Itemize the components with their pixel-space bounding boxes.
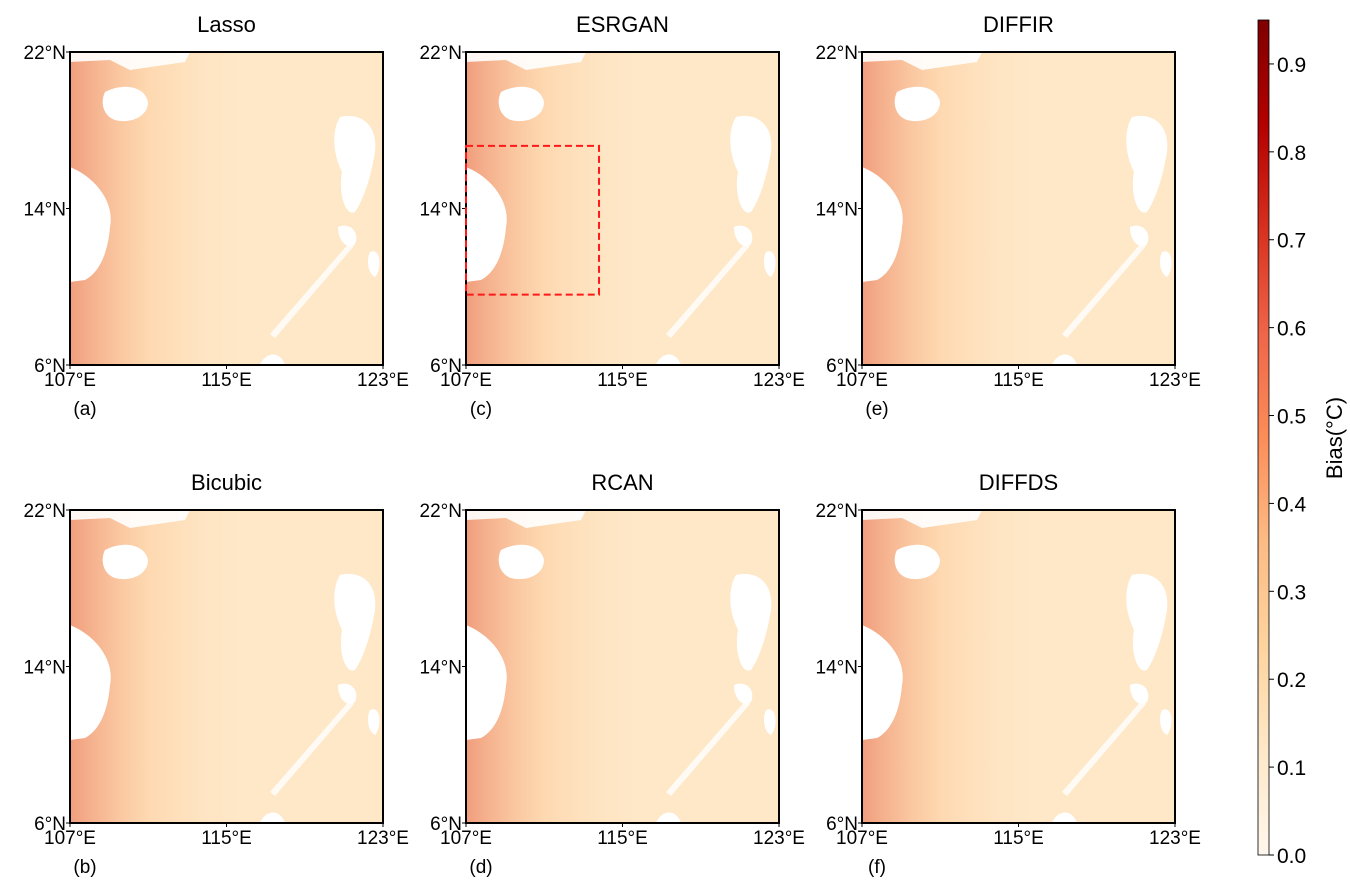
x-tick-label: 123°E (1149, 370, 1201, 391)
colorbar-label: Bias(°C) (1322, 397, 1347, 479)
y-tick-label: 22°N (420, 501, 462, 522)
map-panel: Lasso (a) 107°E 115°E 123°E 6°N 14°N 22°N (24, 12, 409, 420)
x-tick-label: 123°E (357, 828, 409, 849)
x-tick-label: 115°E (993, 370, 1044, 391)
map-panel: DIFFDS (f) 107°E 115°E 123°E 6°N 14°N 22°N (816, 470, 1201, 878)
x-tick-label: 115°E (993, 828, 1044, 849)
x-tick-label: 107°E (44, 828, 96, 849)
y-tick-label: 6°N (34, 814, 66, 835)
panel-label: (d) (469, 857, 492, 878)
panel-label: (f) (868, 857, 886, 878)
x-tick-label: 107°E (836, 828, 888, 849)
colorbar-tick-label: 0.4 (1277, 493, 1307, 516)
y-tick-label: 14°N (420, 200, 462, 221)
y-tick-label: 22°N (24, 501, 66, 522)
map (466, 52, 779, 365)
map-panel: Bicubic (b) 107°E 115°E 123°E 6°N 14°N 22°N (24, 470, 409, 878)
y-tick-label: 14°N (816, 200, 858, 221)
x-tick-label: 115°E (597, 828, 648, 849)
y-tick-label: 14°N (420, 658, 462, 679)
map-panel: ESRGAN (c) 107°E 115°E 123°E 6°N 14°N 22°N (420, 12, 805, 420)
y-tick-label: 14°N (816, 658, 858, 679)
y-tick-label: 6°N (34, 356, 66, 377)
map (862, 510, 1175, 823)
colorbar-tick-label: 0.0 (1277, 845, 1306, 868)
highlight-box (465, 144, 601, 296)
x-tick-label: 107°E (440, 828, 492, 849)
colorbar-tick-label: 0.5 (1277, 406, 1306, 429)
y-tick-label: 6°N (826, 356, 858, 377)
x-tick-label: 123°E (753, 370, 805, 391)
x-tick-label: 107°E (44, 370, 96, 391)
panel-title: RCAN (591, 470, 653, 495)
y-tick-label: 6°N (430, 356, 462, 377)
colorbar-tick-label: 0.2 (1277, 669, 1306, 692)
panel-title: ESRGAN (576, 12, 669, 37)
x-tick-label: 123°E (753, 828, 805, 849)
x-tick-label: 123°E (357, 370, 409, 391)
y-tick-label: 22°N (24, 43, 66, 64)
map (862, 52, 1175, 365)
panel-title: Bicubic (191, 470, 262, 495)
y-tick-label: 6°N (430, 814, 462, 835)
colorbar-tick-label: 0.9 (1277, 54, 1306, 77)
y-tick-label: 22°N (816, 501, 858, 522)
panel-label: (b) (73, 857, 96, 878)
colorbar-tick-label: 0.1 (1277, 757, 1306, 780)
colorbar-tick-label: 0.7 (1277, 230, 1306, 253)
panel-label: (a) (73, 399, 96, 420)
map (70, 510, 383, 823)
map-panel: DIFFIR (e) 107°E 115°E 123°E 6°N 14°N 22°N (816, 12, 1201, 420)
panel-label: (e) (865, 399, 888, 420)
x-tick-label: 107°E (440, 370, 492, 391)
x-tick-label: 115°E (201, 370, 252, 391)
colorbar-tick-label: 0.6 (1277, 318, 1306, 341)
colorbar: 0.0 0.1 0.2 0.3 0.4 0.5 0.6 0.7 0.8 0.9 Bias(°C) (1257, 19, 1347, 868)
colorbar-tick-label: 0.8 (1277, 142, 1306, 165)
panel-label: (c) (470, 399, 492, 420)
map-panel: RCAN (d) 107°E 115°E 123°E 6°N 14°N 22°N (420, 470, 805, 878)
map (466, 510, 779, 823)
panel-title: Lasso (197, 12, 256, 37)
y-tick-label: 14°N (24, 658, 66, 679)
x-tick-label: 107°E (836, 370, 888, 391)
x-tick-label: 115°E (597, 370, 648, 391)
panel-title: DIFFIR (983, 12, 1054, 37)
x-tick-label: 115°E (201, 828, 252, 849)
y-tick-label: 22°N (816, 43, 858, 64)
y-tick-label: 14°N (24, 200, 66, 221)
colorbar-tick-label: 0.3 (1277, 581, 1306, 604)
x-tick-label: 123°E (1149, 828, 1201, 849)
y-tick-label: 22°N (420, 43, 462, 64)
panels: Lasso(a)107°E 115°E 123°E6°N14°N22°NESRGAN… (24, 12, 1201, 878)
panel-title: DIFFDS (979, 470, 1058, 495)
map (70, 52, 383, 365)
y-tick-label: 6°N (826, 814, 858, 835)
colorbar-fill (1257, 19, 1270, 856)
